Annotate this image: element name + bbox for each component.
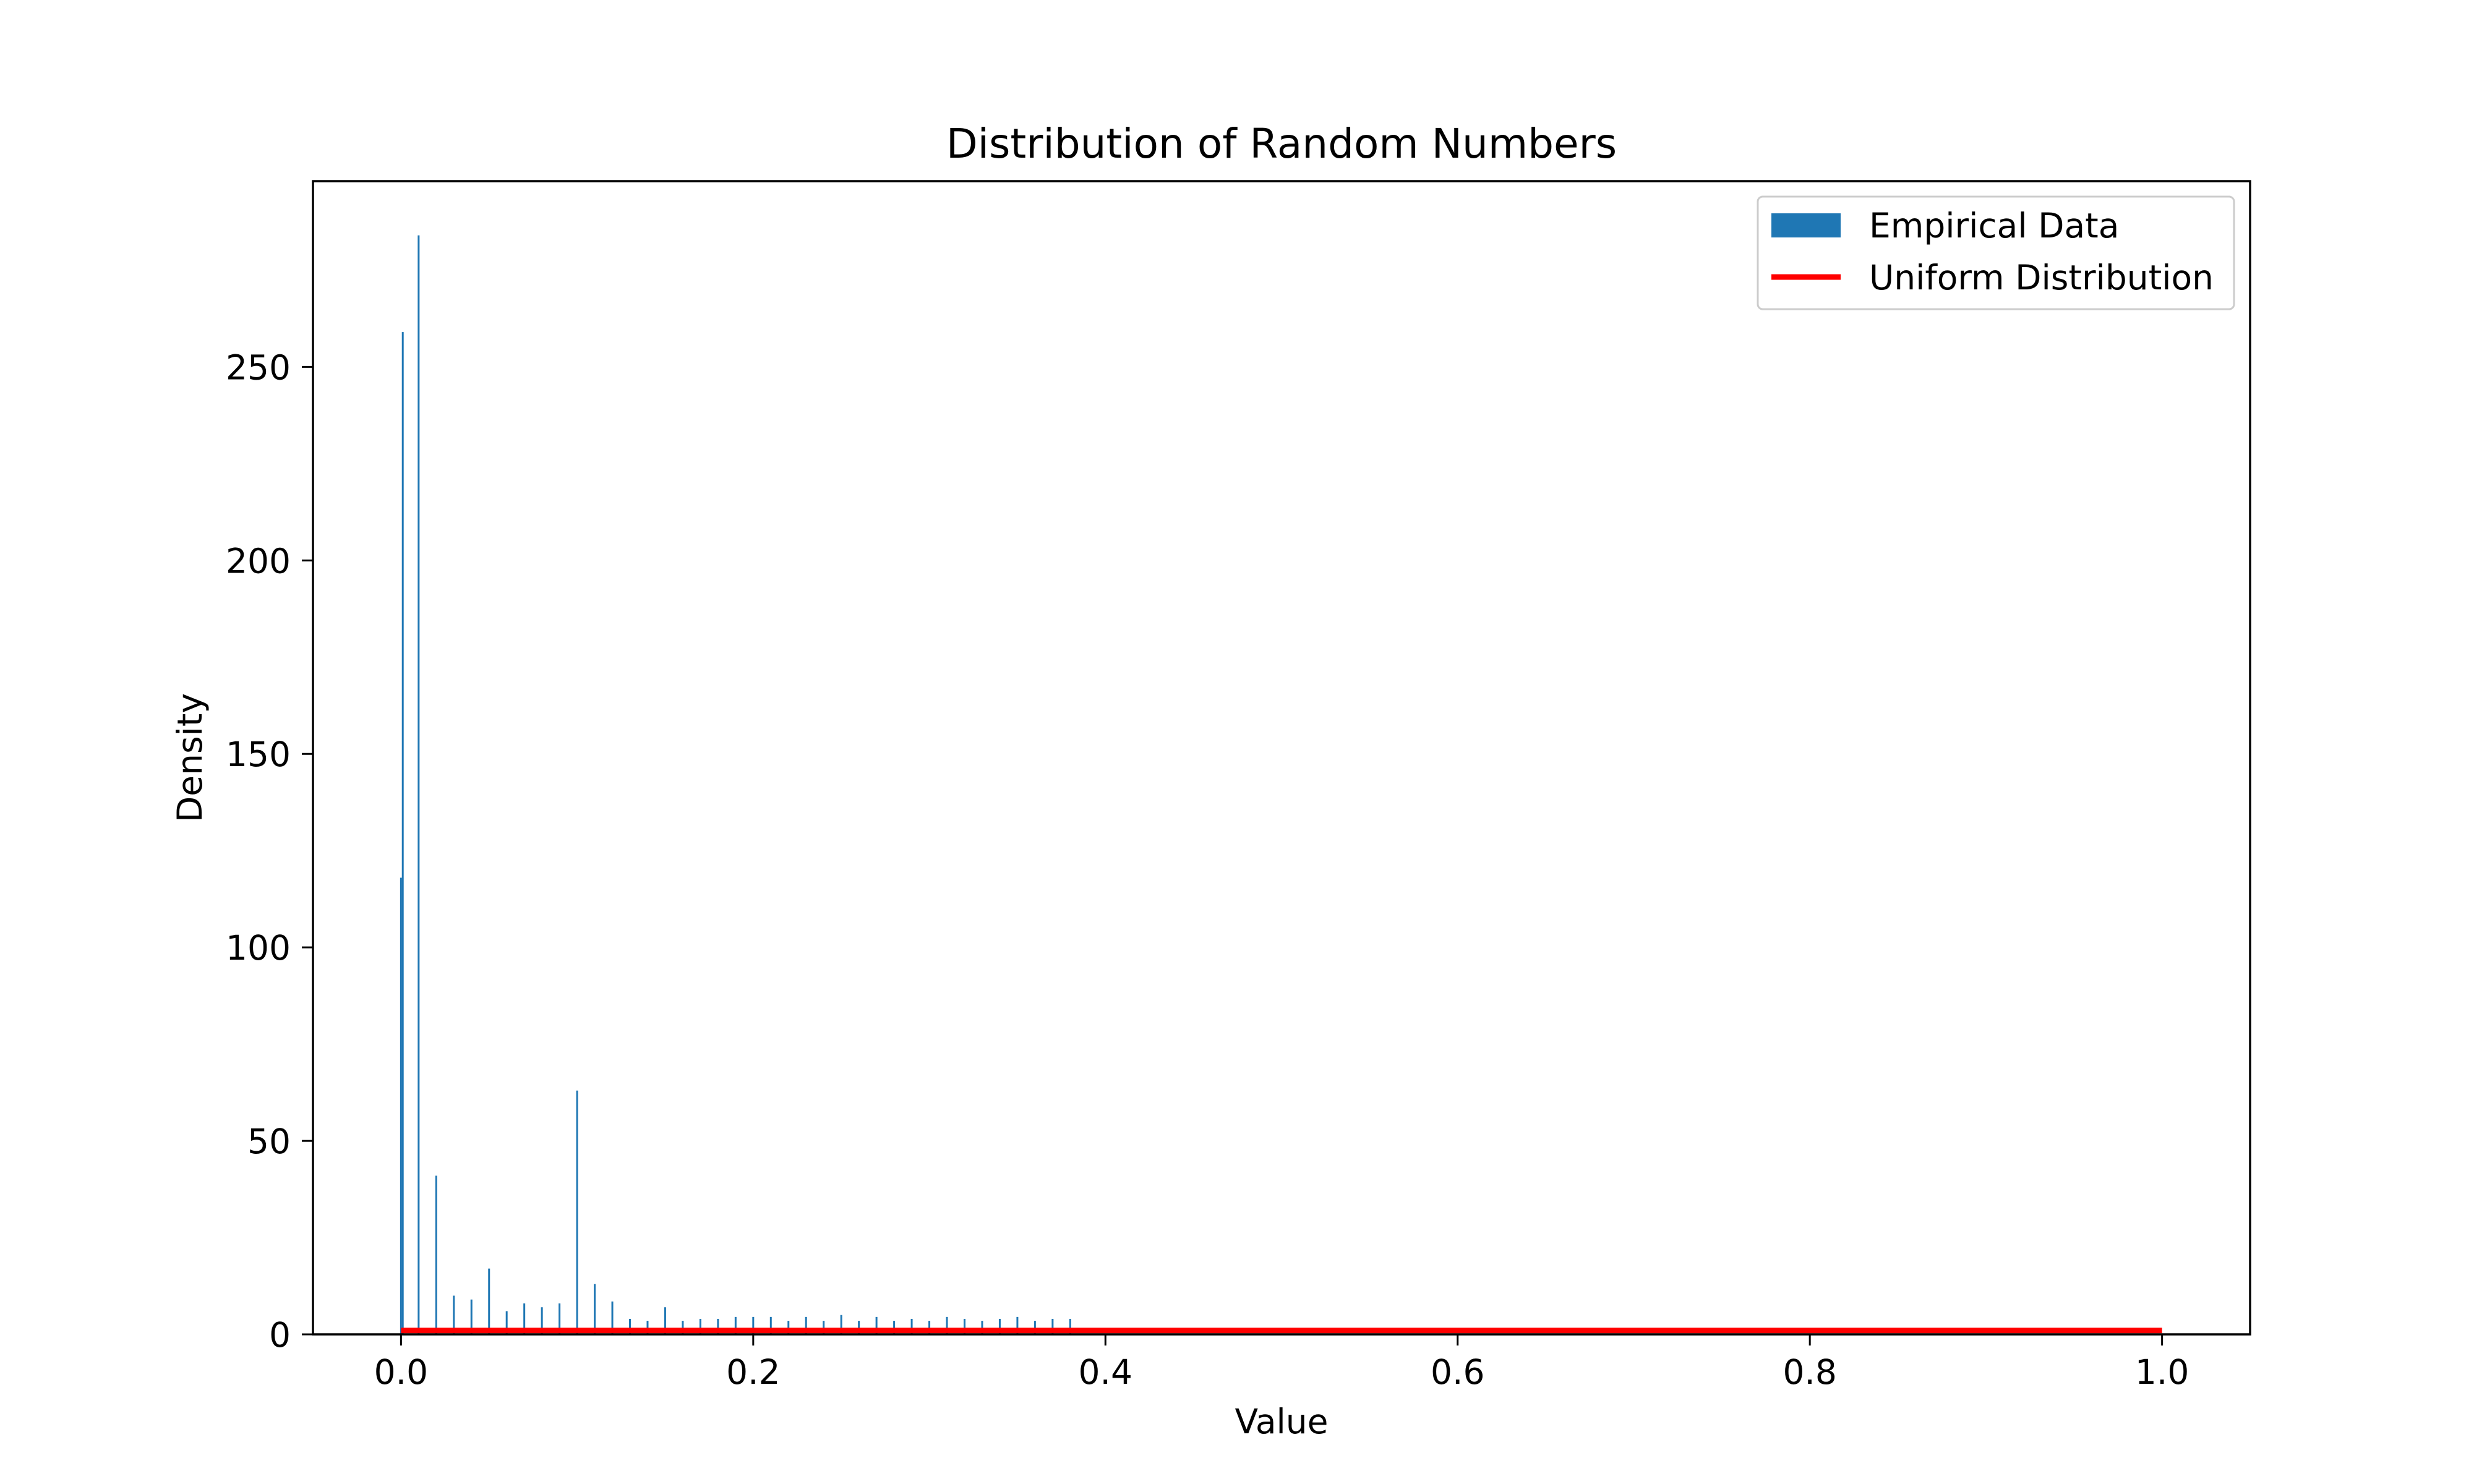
- histogram-bar: [858, 1321, 860, 1334]
- histogram-bar: [559, 1303, 561, 1334]
- histogram-bar: [401, 332, 404, 1334]
- histogram-bar: [611, 1301, 614, 1334]
- histogram-bar: [523, 1303, 526, 1334]
- histogram-bar: [717, 1318, 719, 1334]
- y-tick-label: 150: [226, 735, 291, 774]
- histogram-bar: [435, 1175, 437, 1334]
- y-tick-label: 100: [226, 928, 291, 968]
- histogram-bar: [576, 1090, 578, 1334]
- y-axis: 0 50 100 150 200 250: [226, 348, 313, 1355]
- histogram-bar: [893, 1321, 896, 1334]
- histogram-bar: [1051, 1318, 1054, 1334]
- histogram-bar: [1069, 1318, 1071, 1334]
- y-tick-label: 50: [247, 1122, 291, 1161]
- legend-box: [1757, 195, 2235, 310]
- axes-frame: [312, 180, 2251, 1336]
- x-tick-label: 0.8: [1783, 1352, 1836, 1392]
- chart-title: Distribution of Random Numbers: [946, 120, 1617, 168]
- histogram-bar: [787, 1321, 790, 1334]
- y-tick-label: 0: [269, 1315, 291, 1355]
- y-tick-label: 200: [226, 541, 291, 581]
- histogram-bar: [840, 1315, 842, 1334]
- histogram-bar: [470, 1299, 473, 1334]
- histogram-bar: [488, 1268, 490, 1334]
- histogram-bar: [417, 235, 420, 1334]
- histogram-bar: [541, 1307, 543, 1334]
- histogram-bar: [963, 1318, 965, 1334]
- histogram-bar: [910, 1318, 913, 1334]
- histogram-bar: [734, 1316, 737, 1334]
- x-tick-label: 0.0: [374, 1352, 428, 1392]
- bars-layer: [400, 235, 1071, 1334]
- y-axis-label: Density: [170, 693, 210, 822]
- legend-swatch-empirical: [1771, 213, 1841, 237]
- histogram-bar: [946, 1316, 948, 1334]
- legend-label-uniform: Uniform Distribution: [1869, 258, 2214, 297]
- histogram-bar: [1016, 1316, 1019, 1334]
- histogram-bar: [769, 1316, 772, 1334]
- x-tick-label: 0.6: [1431, 1352, 1484, 1392]
- x-tick-label: 0.4: [1079, 1352, 1132, 1392]
- histogram-bar: [400, 877, 402, 1334]
- histogram-bar: [928, 1321, 931, 1334]
- histogram-bar: [752, 1316, 755, 1334]
- histogram-bar: [682, 1321, 684, 1334]
- histogram-bar: [981, 1321, 983, 1334]
- histogram-bar: [805, 1316, 807, 1334]
- legend: Empirical Data Uniform Distribution: [1757, 195, 2235, 310]
- histogram-bar: [453, 1295, 455, 1334]
- histogram-bar: [505, 1311, 508, 1334]
- histogram-bar: [699, 1318, 701, 1334]
- x-tick-label: 0.2: [726, 1352, 780, 1392]
- legend-label-empirical: Empirical Data: [1869, 206, 2119, 245]
- histogram-bar: [629, 1318, 631, 1334]
- histogram-bar: [875, 1316, 878, 1334]
- histogram-bar: [594, 1284, 596, 1334]
- x-axis: 0.0 0.2 0.4 0.6 0.8 1.0: [374, 1334, 2189, 1392]
- histogram-bar: [998, 1318, 1001, 1334]
- x-axis-label: Value: [1235, 1402, 1328, 1441]
- histogram-bar: [823, 1321, 825, 1334]
- histogram-bar: [1034, 1321, 1036, 1334]
- y-tick-label: 250: [226, 348, 291, 387]
- x-tick-label: 1.0: [2135, 1352, 2189, 1392]
- histogram-bar: [664, 1307, 666, 1334]
- histogram-bar: [646, 1321, 649, 1334]
